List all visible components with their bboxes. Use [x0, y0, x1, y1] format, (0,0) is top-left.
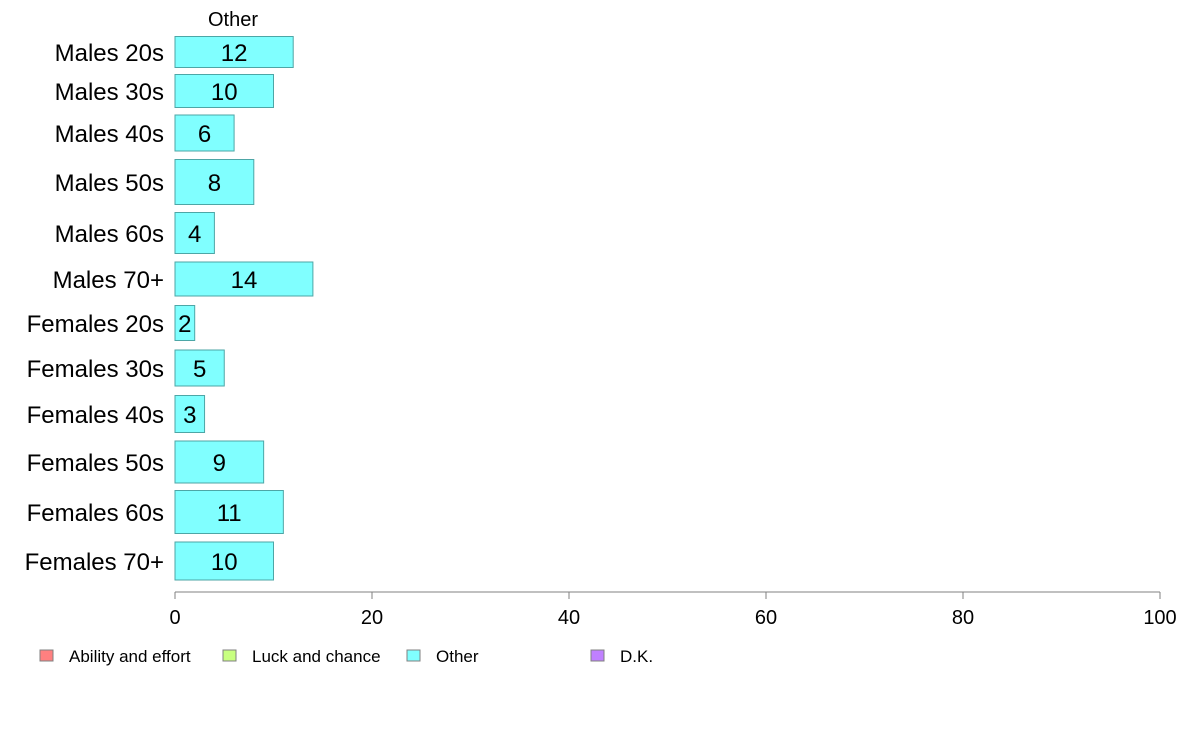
- bar-females-70: [174, 541, 274, 581]
- value-label: 8: [208, 170, 221, 197]
- panel-title: Other: [208, 9, 258, 31]
- x-tick-label: 80: [952, 607, 974, 629]
- bar-females-40s: [174, 395, 206, 433]
- x-tick-label: 40: [558, 607, 580, 629]
- category-label: Males 40s: [55, 121, 164, 148]
- value-label: 6: [198, 121, 211, 148]
- legend-label-ability-and-effort: Ability and effort: [69, 647, 191, 666]
- legend: Ability and effort Luck and chance Other D.…: [39, 647, 653, 666]
- category-label: Males 50s: [55, 170, 164, 197]
- bar-females-30s: [174, 349, 225, 387]
- value-label: 10: [211, 79, 238, 106]
- legend-swatch-d-k: [590, 649, 605, 662]
- value-label: 5: [193, 356, 206, 383]
- bar-males-30s: [174, 74, 274, 108]
- bar-males-20s: [174, 36, 294, 68]
- bar-males-70: [174, 261, 314, 297]
- value-label: 12: [221, 40, 248, 67]
- value-label: 2: [178, 311, 191, 338]
- x-tick-label: 0: [169, 607, 180, 629]
- legend-swatch-other: [406, 649, 421, 662]
- bar-males-50s: [174, 159, 255, 205]
- category-label: Males 20s: [55, 40, 164, 67]
- bar-females-20s: [174, 305, 196, 341]
- bar-males-40s: [174, 114, 235, 152]
- legend-swatch-ability-and-effort: [39, 649, 54, 662]
- category-label: Males 60s: [55, 221, 164, 248]
- category-label: Females 40s: [27, 402, 164, 429]
- category-label: Females 30s: [27, 356, 164, 383]
- value-label: 11: [217, 500, 242, 527]
- legend-label-luck-and-chance: Luck and chance: [252, 647, 381, 666]
- category-label: Females 70+: [25, 549, 164, 576]
- value-label: 9: [213, 450, 226, 477]
- x-tick-label: 60: [755, 607, 777, 629]
- category-label: Males 70+: [53, 267, 164, 294]
- legend-label-d-k: D.K.: [620, 647, 653, 666]
- category-label: Males 30s: [55, 79, 164, 106]
- x-axis: 0 20 40 60 80 100: [169, 591, 1177, 629]
- category-label: Females 60s: [27, 500, 164, 527]
- category-label: Females 20s: [27, 311, 164, 338]
- x-tick-label: 100: [1143, 607, 1176, 629]
- legend-swatch-luck-and-chance: [222, 649, 237, 662]
- bar-females-60s: [174, 490, 284, 534]
- value-label: 10: [211, 549, 238, 576]
- value-label: 4: [188, 221, 201, 248]
- legend-label-other: Other: [436, 647, 479, 666]
- value-label: 14: [231, 267, 258, 294]
- bar-females-50s: [174, 440, 265, 484]
- x-tick-label: 20: [361, 607, 383, 629]
- bar-males-60s: [174, 212, 215, 254]
- value-label: 3: [183, 402, 196, 429]
- bars-group: Males 20s 12 Males 30s 10 Males 40s 6 Males 50…: [25, 36, 314, 581]
- category-label: Females 50s: [27, 450, 164, 477]
